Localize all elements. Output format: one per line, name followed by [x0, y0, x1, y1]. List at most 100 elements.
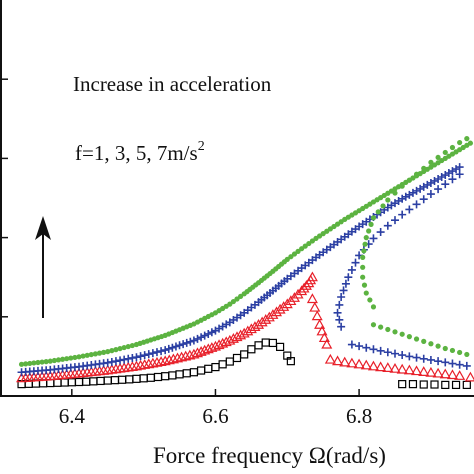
- data-point: [125, 375, 134, 384]
- data-point: [278, 301, 290, 311]
- data-point: [337, 322, 346, 331]
- data-point: [413, 336, 420, 342]
- data-point: [256, 316, 268, 327]
- data-point: [204, 364, 213, 373]
- data-point: [147, 357, 159, 368]
- data-point: [385, 326, 391, 333]
- data-point: [370, 304, 377, 310]
- data-point: [428, 159, 434, 165]
- data-point: [51, 357, 57, 364]
- data-point: [314, 318, 326, 329]
- data-point: [139, 374, 148, 383]
- data-point: [309, 238, 316, 244]
- data-point: [237, 293, 244, 300]
- arrow-up-icon: [35, 216, 51, 318]
- data-point: [426, 190, 435, 199]
- data-point: [442, 149, 448, 156]
- data-point: [168, 343, 177, 352]
- data-point: [339, 356, 351, 367]
- data-point: [399, 331, 405, 337]
- data-point: [406, 334, 412, 340]
- data-point: [232, 353, 242, 363]
- data-point: [428, 341, 434, 347]
- data-point: [408, 380, 418, 389]
- data-point: [389, 362, 401, 373]
- data-point: [270, 306, 283, 317]
- data-point: [139, 359, 151, 369]
- data-point: [306, 293, 318, 304]
- data-point: [362, 241, 368, 247]
- data-point: [47, 358, 53, 364]
- data-point: [286, 357, 295, 366]
- data-point: [385, 197, 391, 203]
- data-point: [189, 368, 199, 377]
- data-point: [43, 359, 49, 365]
- data-point: [419, 354, 428, 363]
- data-point: [355, 342, 364, 351]
- data-point: [180, 350, 192, 361]
- data-point: [35, 359, 41, 366]
- data-point: [247, 345, 256, 354]
- data-point: [67, 378, 76, 387]
- data-point: [318, 332, 330, 343]
- data-point: [213, 339, 225, 350]
- data-point: [347, 340, 356, 349]
- data-point: [202, 343, 214, 354]
- data-point: [157, 347, 166, 356]
- data-point: [175, 370, 184, 379]
- annotation-line2: f=1, 3, 5, 7m/s2: [75, 139, 205, 165]
- data-point: [382, 362, 394, 372]
- data-point: [363, 235, 369, 241]
- data-point: [230, 298, 237, 305]
- series-1: [17, 338, 471, 390]
- data-point: [347, 265, 356, 274]
- data-point: [146, 373, 155, 382]
- data-marks: [16, 136, 474, 390]
- data-point: [59, 356, 66, 362]
- data-point: [193, 334, 202, 343]
- data-point: [335, 315, 344, 324]
- data-point: [89, 377, 98, 386]
- data-point: [74, 377, 84, 387]
- data-point: [360, 254, 366, 260]
- data-point: [391, 349, 399, 358]
- data-point: [268, 338, 278, 348]
- data-point: [462, 361, 471, 370]
- data-point: [454, 370, 466, 380]
- data-point: [136, 352, 145, 361]
- data-point: [441, 380, 450, 390]
- data-point: [368, 221, 374, 227]
- data-point: [92, 351, 99, 357]
- data-point: [135, 359, 147, 370]
- data-point: [31, 360, 37, 366]
- data-point: [449, 347, 456, 354]
- data-point: [105, 349, 111, 355]
- data-point: [360, 359, 372, 370]
- data-point: [188, 348, 200, 359]
- data-point: [80, 353, 86, 359]
- data-point: [299, 246, 305, 252]
- data-point: [200, 331, 209, 340]
- data-point: [191, 347, 204, 358]
- data-point: [182, 369, 191, 378]
- data-point: [335, 300, 344, 309]
- data-point: [143, 358, 155, 369]
- annotation-line2-main: f=1, 3, 5, 7m/s: [75, 141, 198, 165]
- data-point: [129, 342, 135, 349]
- data-point: [412, 353, 421, 362]
- data-point: [261, 338, 270, 347]
- data-point: [27, 360, 33, 367]
- data-point: [296, 285, 308, 296]
- data-point: [220, 336, 232, 347]
- data-point: [197, 333, 206, 342]
- data-point: [155, 356, 167, 366]
- data-point: [240, 350, 249, 359]
- data-point: [117, 345, 123, 352]
- data-point: [399, 183, 405, 189]
- data-point: [421, 338, 427, 344]
- data-point: [249, 321, 261, 331]
- data-point: [298, 282, 310, 293]
- data-point: [426, 355, 435, 364]
- data-point: [306, 240, 312, 247]
- data-point: [168, 371, 177, 380]
